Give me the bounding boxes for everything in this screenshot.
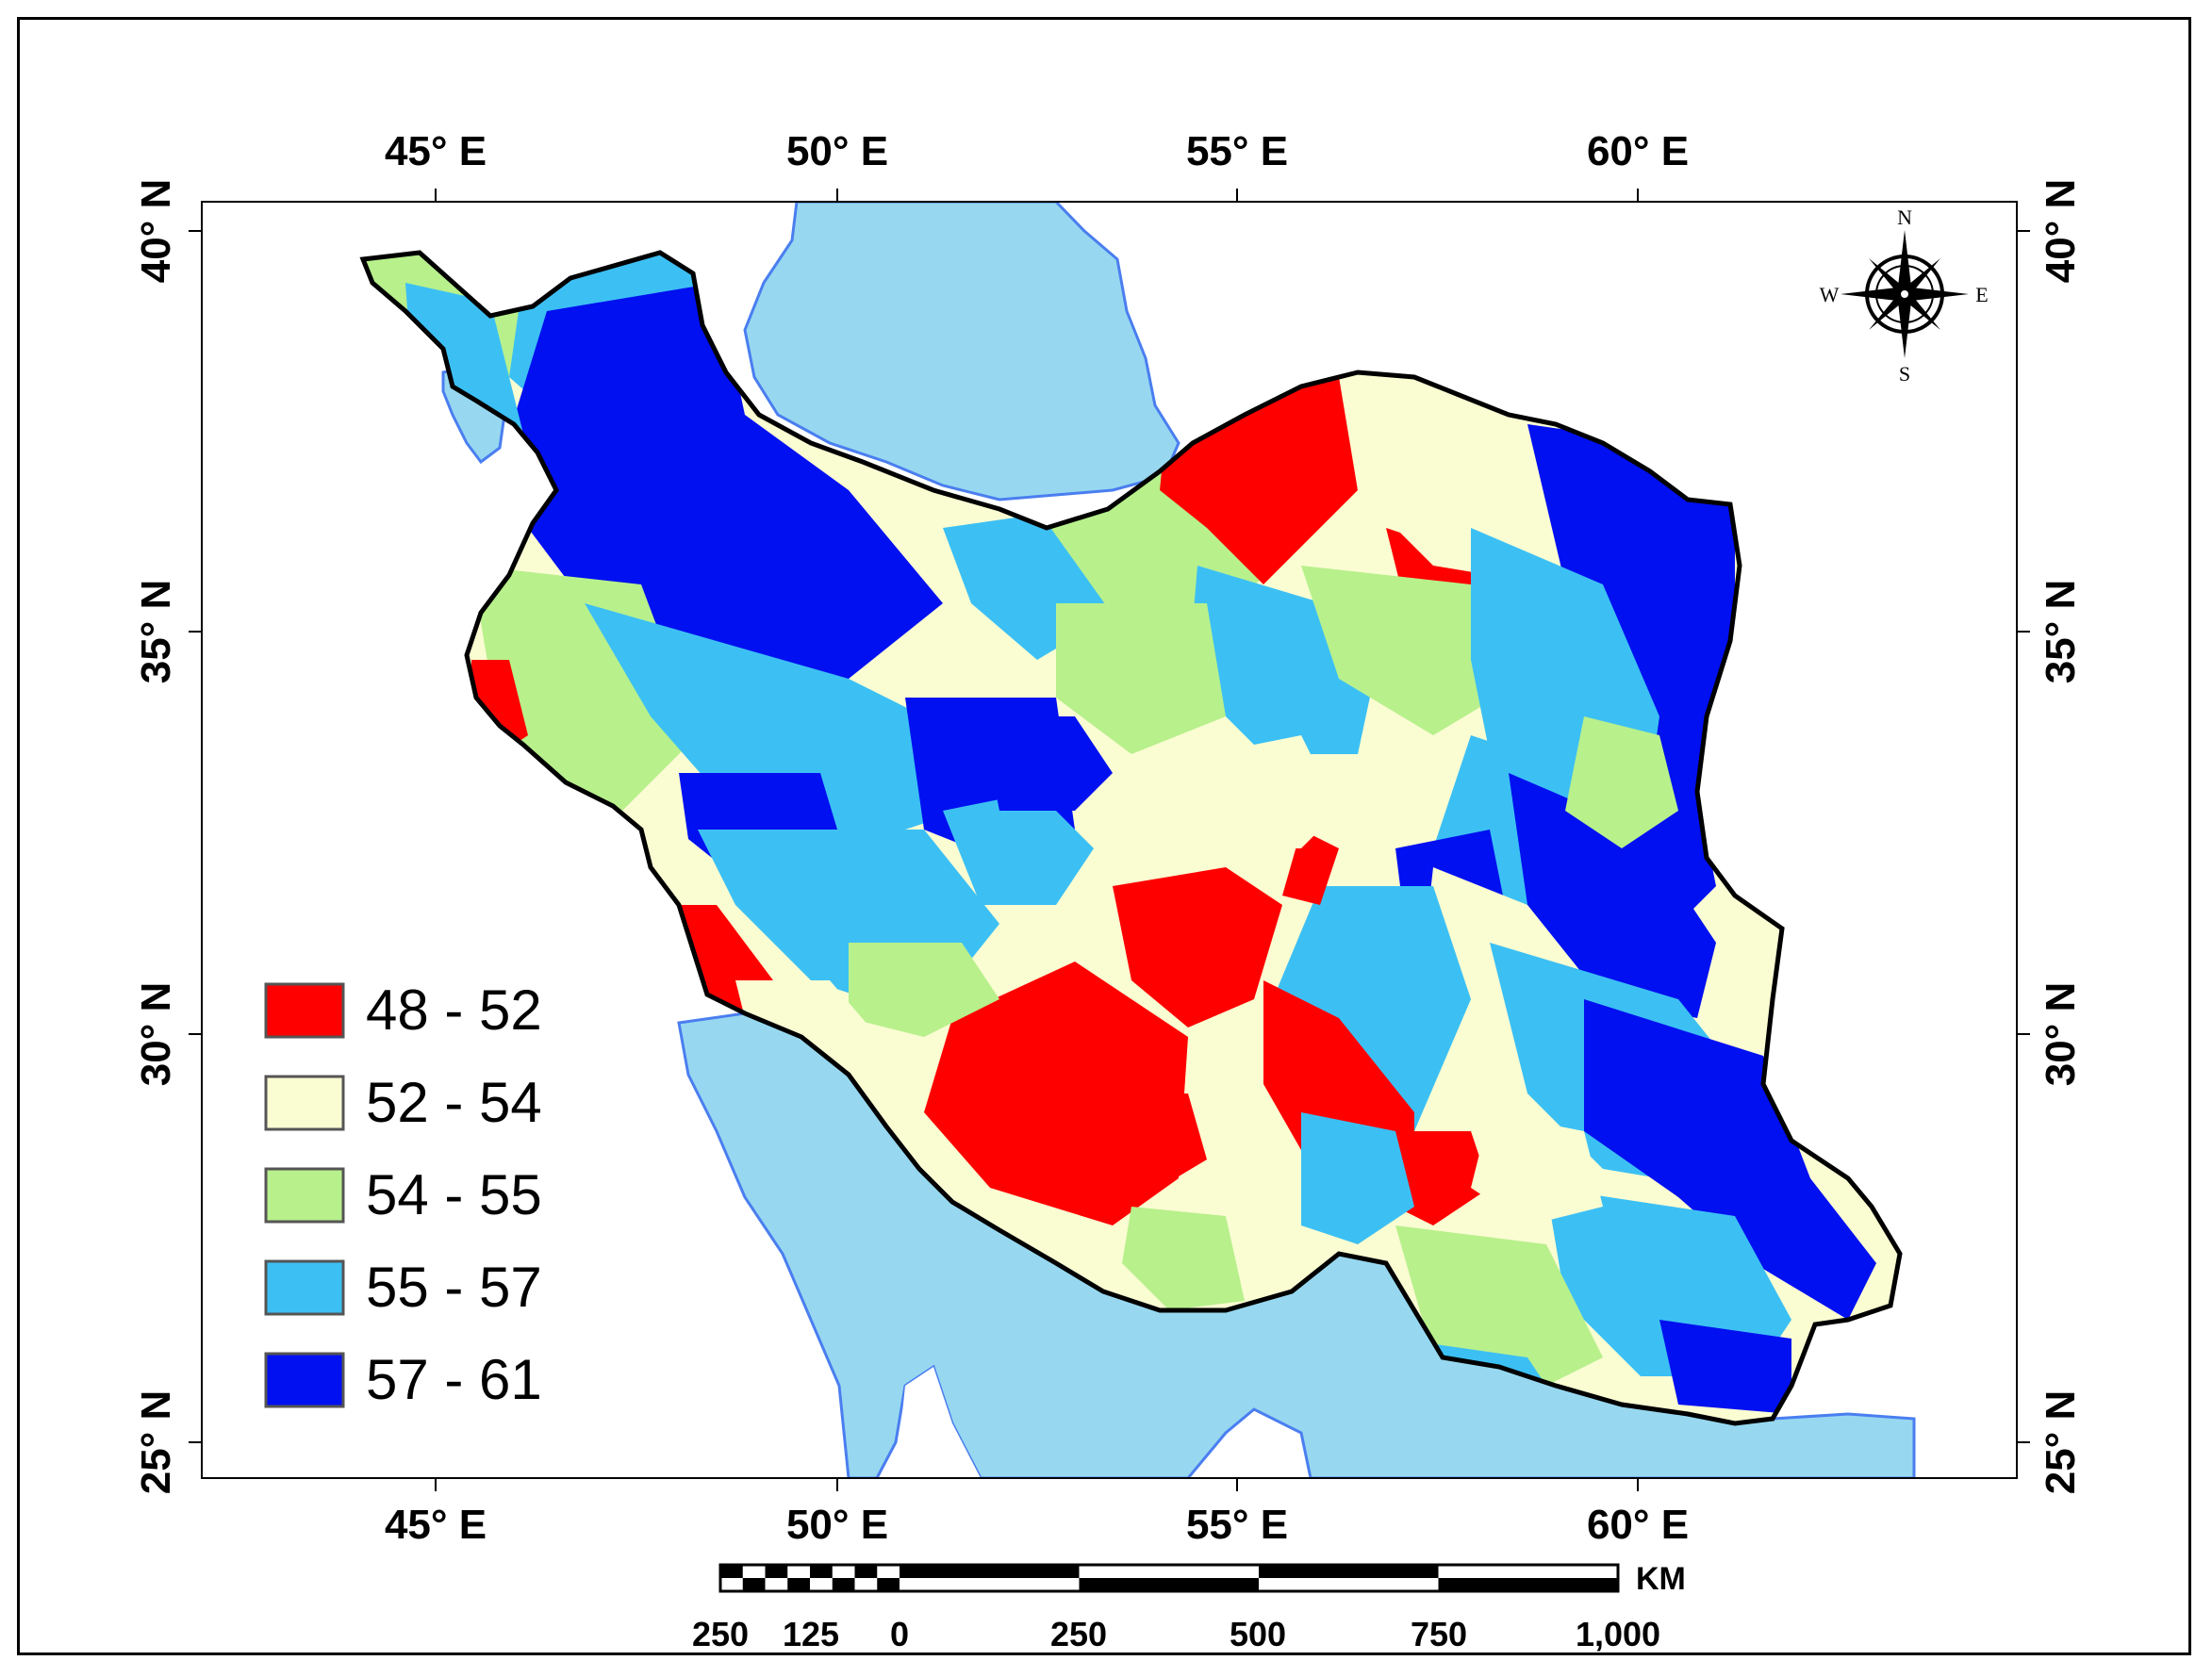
zone-57-61 xyxy=(981,716,1113,811)
legend-swatch xyxy=(264,1075,345,1131)
scale-label: 125 xyxy=(783,1615,839,1653)
zone-48-52 xyxy=(1395,1131,1490,1225)
qatar-land xyxy=(896,1367,981,1478)
legend-label: 55 - 57 xyxy=(366,1256,542,1319)
scale-bar-segment xyxy=(832,1578,855,1591)
scale-bar: KM 250 125 0 250 500 750 1,000 xyxy=(692,1561,1686,1653)
legend-swatch xyxy=(264,1352,345,1408)
map-frame xyxy=(17,17,2191,1655)
zone-55-57 xyxy=(830,848,952,943)
scale-bar-segment xyxy=(810,1565,833,1578)
legend-label: 48 - 52 xyxy=(366,978,542,1042)
scale-bar-segment xyxy=(854,1565,878,1578)
lat-label-left-35: 35° N xyxy=(133,580,179,684)
lon-label-top-55: 55° E xyxy=(1186,128,1288,174)
scale-bar-segment xyxy=(765,1565,788,1578)
scale-bar-segment xyxy=(900,1565,1080,1578)
scale-label: 0 xyxy=(890,1615,909,1653)
scale-bar-segment xyxy=(742,1578,766,1591)
scale-bar-segment xyxy=(1438,1578,1618,1591)
south-label: S xyxy=(1899,362,1910,386)
scale-label: 750 xyxy=(1411,1615,1467,1653)
zone-57-61 xyxy=(1659,1320,1791,1414)
legend-label: 57 - 61 xyxy=(366,1348,542,1411)
lat-label-right-40: 40° N xyxy=(2038,179,2084,284)
lon-label-bottom-60: 60° E xyxy=(1587,1502,1689,1548)
legend-swatch xyxy=(264,1259,345,1316)
scale-unit: KM xyxy=(1636,1561,1686,1597)
legend-item: 48 - 52 xyxy=(264,978,542,1042)
legend-swatch xyxy=(264,982,345,1039)
map-neatline xyxy=(201,201,2018,1479)
zone-57-61 xyxy=(509,283,943,679)
scale-label: 250 xyxy=(692,1615,749,1653)
lon-label-top-45: 45° E xyxy=(385,128,487,174)
legend-swatch xyxy=(264,1167,345,1224)
scale-bar-segment xyxy=(1079,1578,1259,1591)
legend-item: 54 - 55 xyxy=(264,1163,542,1226)
lon-label-bottom-50: 50° E xyxy=(786,1502,888,1548)
scale-label: 500 xyxy=(1230,1615,1286,1653)
legend: 48 - 52 52 - 54 54 - 55 55 - 57 57 - 61 xyxy=(264,978,542,1411)
zone-55-57 xyxy=(1546,1188,1791,1376)
map-area xyxy=(202,202,2017,1478)
zone-48-52 xyxy=(1113,867,1282,1028)
zone-48-52 xyxy=(1131,1093,1207,1188)
lon-label-bottom-45: 45° E xyxy=(385,1502,487,1548)
west-label: W xyxy=(1820,283,1840,306)
lat-label-left-25: 25° N xyxy=(133,1390,179,1495)
lat-label-left-30: 30° N xyxy=(133,982,179,1087)
scale-bar-segment xyxy=(787,1578,810,1591)
lon-label-top-50: 50° E xyxy=(786,128,888,174)
zone-55-57 xyxy=(943,792,1094,905)
graticule-ticks xyxy=(189,189,2030,1491)
lon-label-bottom-55: 55° E xyxy=(1186,1502,1288,1548)
legend-item: 52 - 54 xyxy=(264,1071,542,1134)
lon-label-top-60: 60° E xyxy=(1587,128,1689,174)
scale-bar-segment xyxy=(877,1578,900,1591)
zone-57-61 xyxy=(1509,773,1716,1018)
zone-55-57 xyxy=(585,603,962,848)
legend-item: 55 - 57 xyxy=(264,1256,542,1319)
north-arrow-icon: N S W E xyxy=(1820,206,1989,386)
legend-item: 57 - 61 xyxy=(264,1348,542,1411)
east-label: E xyxy=(1975,283,1988,306)
scale-bar-segment xyxy=(720,1565,743,1578)
lat-label-left-40: 40° N xyxy=(133,179,179,284)
zone-55-57 xyxy=(1301,1112,1414,1244)
scale-label: 1,000 xyxy=(1576,1615,1660,1653)
legend-label: 52 - 54 xyxy=(366,1071,542,1134)
legend-label: 54 - 55 xyxy=(366,1163,542,1226)
zone-52-54 xyxy=(1207,735,1339,848)
zone-57-61 xyxy=(1584,999,1876,1320)
zone-54-55 xyxy=(849,943,999,1037)
caspian-sea xyxy=(743,202,1180,501)
zone-54-55 xyxy=(1056,603,1226,754)
lat-label-right-25: 25° N xyxy=(2038,1390,2084,1495)
zone-48-52 xyxy=(924,962,1188,1225)
zone-54-55 xyxy=(1565,716,1678,848)
scale-label: 250 xyxy=(1050,1615,1107,1653)
zone-52-54 xyxy=(1471,1112,1603,1225)
zone-54-55 xyxy=(1122,1207,1245,1310)
scale-bar-segment xyxy=(1259,1565,1439,1578)
north-label: N xyxy=(1897,206,1912,229)
lat-label-right-35: 35° N xyxy=(2038,580,2084,684)
lat-label-right-30: 30° N xyxy=(2038,982,2084,1087)
